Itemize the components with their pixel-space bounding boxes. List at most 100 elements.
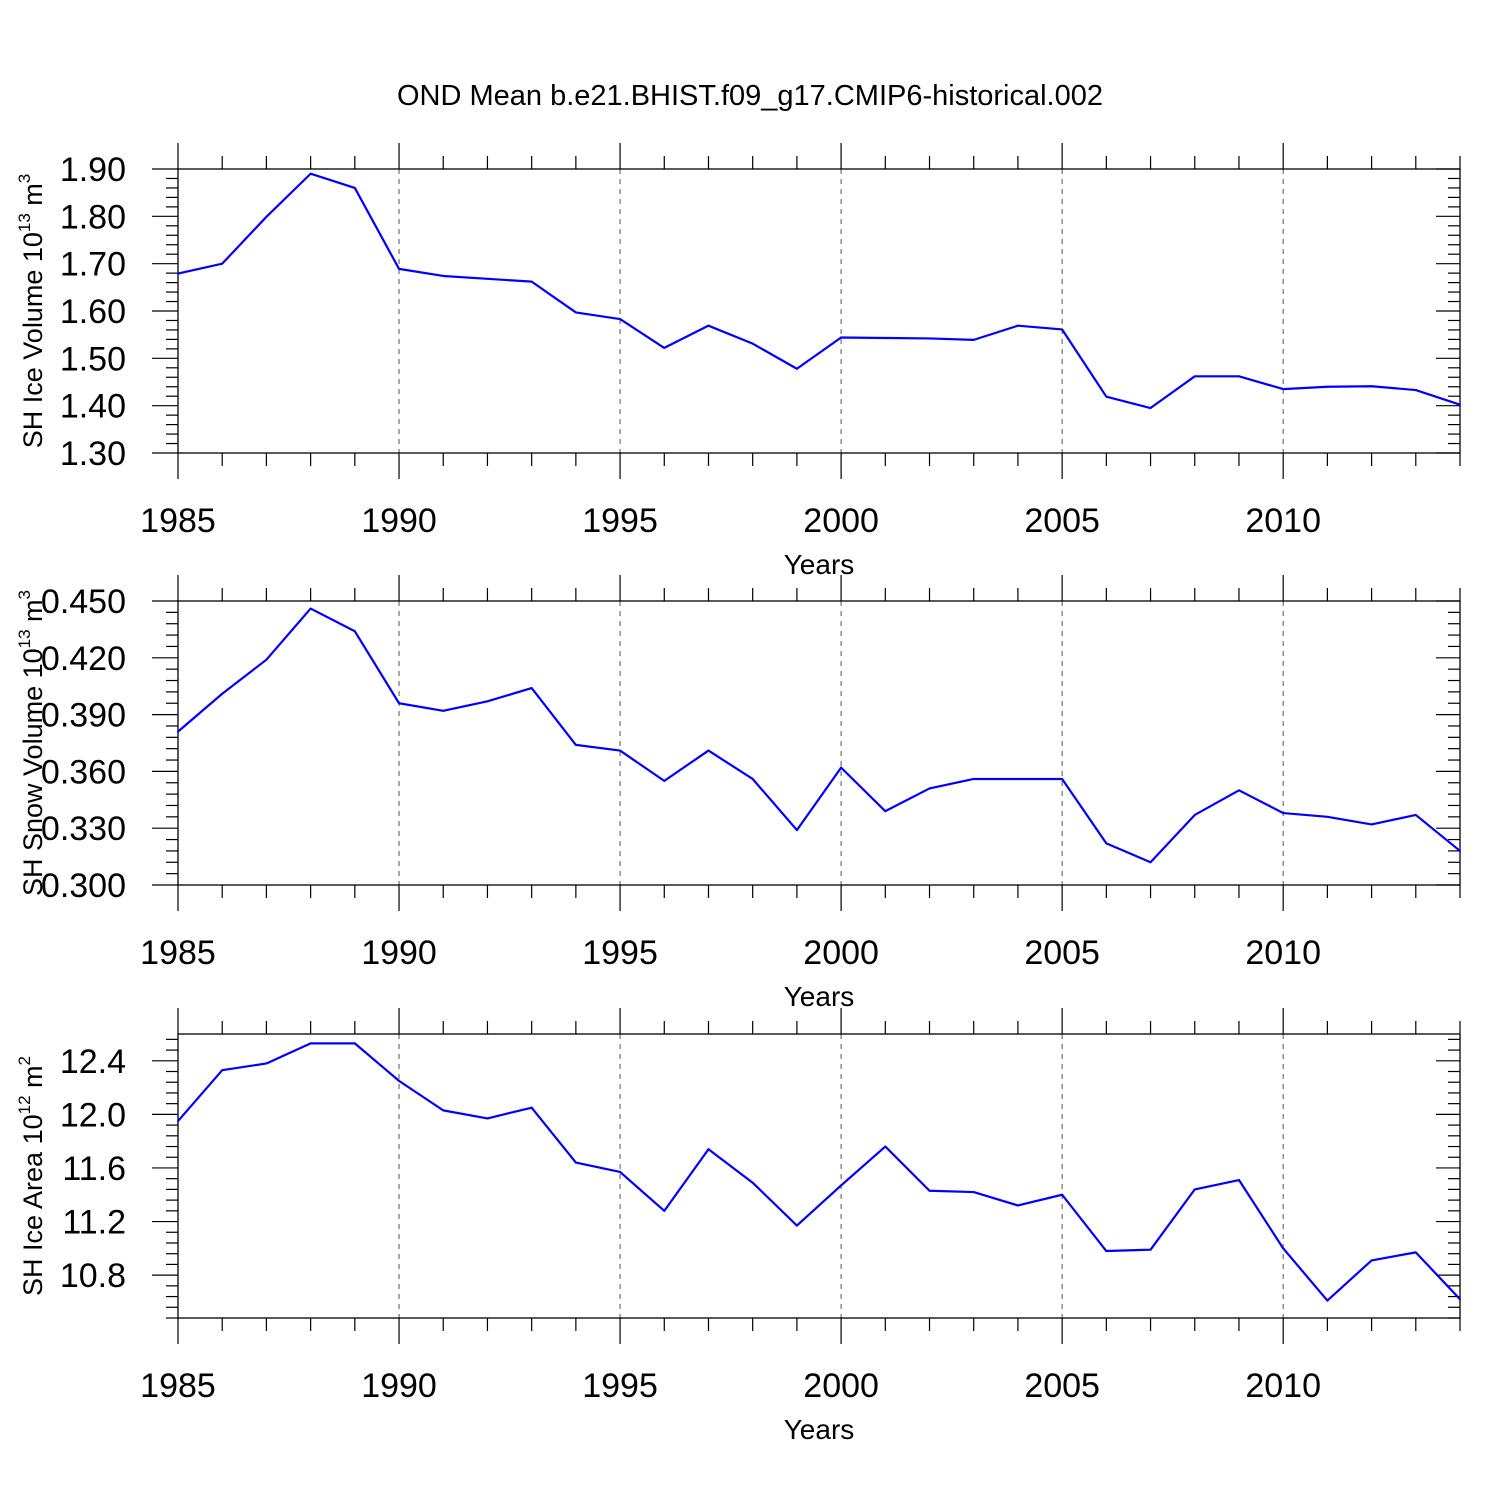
data-point [1237,1179,1240,1182]
y-tick-label: 12.4 [60,1043,126,1081]
series-line-sh-ice-area [177,1042,1461,1302]
data-point [1061,1193,1064,1196]
x-tick-label: 2005 [1024,1367,1100,1405]
data-point [1370,385,1373,388]
plot-frame [177,1033,1461,1319]
data-point [884,1145,887,1148]
x-tick-label: 1995 [582,934,658,972]
x-tick-label: 1985 [140,934,216,972]
data-point [1414,813,1417,816]
x-tick-label: 2010 [1245,1367,1321,1405]
data-point [574,311,577,314]
data-point [1459,403,1461,406]
data-point [840,336,843,339]
x-tick-label: 2010 [1245,502,1321,540]
y-axis-label-superscript: 13 [15,629,34,648]
y-tick-label: 0.450 [41,583,126,621]
data-point [177,272,179,275]
y-tick-label: 1.30 [60,435,126,473]
data-point [486,700,489,703]
data-point [707,324,710,327]
data-point [574,743,577,746]
data-point [1061,777,1064,780]
x-tick-label: 1990 [361,502,437,540]
x-tick-label: 2005 [1024,934,1100,972]
data-point [795,367,798,370]
data-point [1282,1247,1285,1250]
data-point [1061,328,1064,331]
data-point [928,787,931,790]
data-point [663,1209,666,1212]
y-axis-label: SH Ice Volume 1013 m3 [15,174,48,449]
x-tick-label: 2010 [1245,934,1321,972]
data-point [751,777,754,780]
data-point [265,1062,268,1065]
data-point [1016,324,1019,327]
data-point [1016,1204,1019,1207]
x-tick-label: 1995 [582,1367,658,1405]
data-point [1193,375,1196,378]
panel-sh-ice-area: 1985 1990 1995 2000 2005 2010 10.8 11.2 11.6 12.0… [15,1008,1461,1445]
series-line-sh-snow-volume [177,607,1461,864]
data-point [751,1181,754,1184]
data-point [1193,1188,1196,1191]
data-point [928,337,931,340]
data-point [707,1148,710,1151]
data-point [177,730,179,733]
data-point [309,607,312,610]
data-point [1370,1259,1373,1262]
data-point [221,262,224,265]
data-point [1459,849,1461,852]
data-point [1326,815,1329,818]
data-point [265,658,268,661]
y-axis-label: SH Snow Volume 1013 m3 [15,590,48,896]
x-tick-label: 1995 [582,502,658,540]
x-tick-label: 2000 [803,1367,879,1405]
data-point [530,1106,533,1109]
panel-sh-ice-volume: 1985 1990 1995 2000 2005 2010 1.30 1.40 1.50 1.60… [15,143,1461,580]
data-point [398,267,401,270]
data-point [619,1170,622,1173]
data-point [1237,375,1240,378]
data-point [663,346,666,349]
data-point [530,687,533,690]
data-point [309,172,312,175]
plot-frame [177,600,1461,886]
y-tick-label: 0.420 [41,640,126,678]
y-tick-label: 1.70 [60,246,126,284]
data-point [221,692,224,695]
y-axis-label-superscript: 12 [15,1095,34,1114]
chart-title: OND Mean b.e21.BHIST.f09_g17.CMIP6-histo… [397,80,1103,112]
data-point [1237,789,1240,792]
y-axis-label-part: m [18,183,48,213]
data-point [1105,395,1108,398]
x-tick-label: 1990 [361,1367,437,1405]
x-axis-label: Years [784,981,855,1012]
data-point [619,749,622,752]
data-point [972,777,975,780]
data-point [309,1042,312,1045]
data-point [619,318,622,321]
y-tick-label: 1.50 [60,340,126,378]
y-axis-label-superscript: 3 [15,174,34,183]
data-point [884,810,887,813]
y-axis-label-part: SH Ice Volume 10 [18,232,48,448]
data-point [486,1117,489,1120]
x-axis-label: Years [784,1414,855,1445]
data-point [1370,823,1373,826]
y-tick-label: 1.80 [60,198,126,236]
data-point [353,1042,356,1045]
data-point [795,829,798,832]
data-point [398,702,401,705]
y-tick-label: 1.90 [60,151,126,189]
data-point [265,215,268,218]
y-axis-label-superscript: 2 [15,1056,34,1065]
panel-sh-snow-volume: 1985 1990 1995 2000 2005 2010 0.300 0.330 0.360 0… [15,575,1461,1012]
x-tick-label: 2000 [803,934,879,972]
y-tick-label: 0.390 [41,697,126,735]
y-axis-label-superscript: 13 [15,213,34,232]
data-point [1414,389,1417,392]
x-tick-label: 1985 [140,502,216,540]
series-line-sh-ice-volume [177,172,1461,410]
